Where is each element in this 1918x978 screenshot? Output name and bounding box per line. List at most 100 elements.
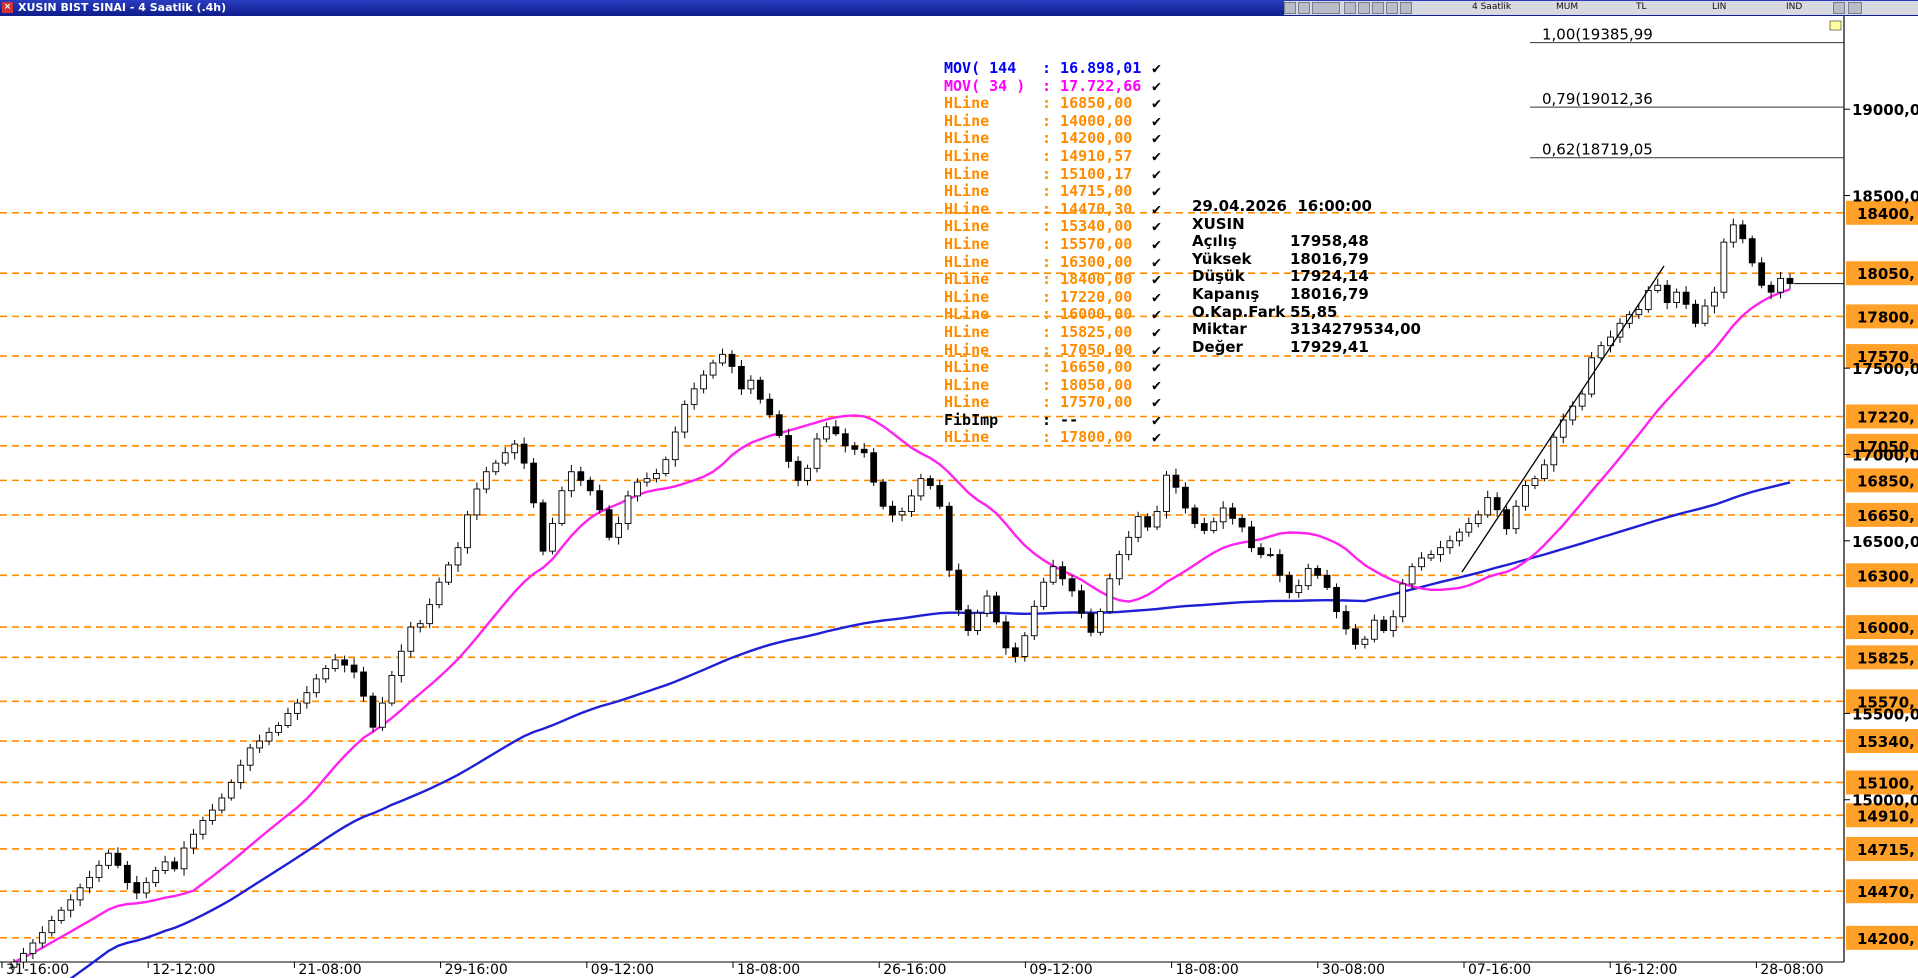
toolbar-favorite-icon[interactable] [1312, 2, 1340, 14]
legend-row[interactable]: HLine: 14000,00 ✔ [944, 111, 1162, 131]
candle-body-150 [1427, 554, 1435, 559]
candle-body-153 [1455, 531, 1463, 542]
candle-body-30 [294, 702, 301, 714]
legend-row[interactable]: HLine: 18050,00 ✔ [944, 375, 1162, 395]
legend-row[interactable]: HLine: 16300,00 ✔ [944, 252, 1162, 272]
info-row: Açılış 17958,48 [1192, 232, 1421, 251]
toolbar-window-icon[interactable] [1848, 2, 1862, 14]
price-chart[interactable]: 18400, 18050, 17800, 17570, 17220, 17050, 1685… [0, 16, 1918, 978]
candle-body-181 [1720, 241, 1728, 293]
legend-row[interactable]: HLine: 18400,00 ✔ [944, 270, 1162, 289]
fib-label-0: 1,00(19385,99 [1542, 26, 1653, 44]
legend-row[interactable]: HLine: 14715,00 ✔ [944, 182, 1162, 201]
info-row: Düşük 17924,14 [1192, 268, 1421, 286]
candle-body-19 [190, 833, 197, 849]
info-value: 18016,79 [1290, 284, 1369, 303]
candle-body-60 [577, 471, 585, 481]
close-icon[interactable]: × [2, 2, 13, 13]
legend-check-icon[interactable]: ✔ [1152, 129, 1162, 148]
legend-row[interactable]: MOV( 144: 16.898,01 ✔ [944, 59, 1162, 78]
candle-body-101 [964, 609, 972, 632]
legend-row[interactable]: HLine: 17220,00 ✔ [944, 287, 1162, 307]
candle-body-129 [1229, 507, 1237, 519]
legend-check-icon[interactable]: ✔ [1152, 182, 1162, 201]
currency-selector[interactable]: TL [1636, 2, 1647, 12]
legend-row[interactable]: HLine: 15825,00 ✔ [944, 322, 1162, 342]
toolbar-color-icon[interactable] [1386, 2, 1398, 14]
legend-row[interactable]: HLine: 17800,00 ✔ [944, 429, 1161, 447]
legend-check-icon[interactable]: ✔ [1152, 252, 1162, 271]
legend-row[interactable]: HLine: 16000,00 ✔ [944, 306, 1161, 324]
legend-check-icon[interactable]: ✔ [1152, 428, 1162, 447]
legend-row[interactable]: HLine: 15100,17 ✔ [944, 164, 1162, 184]
legend-indicator-value: : 14715,00 [1042, 182, 1133, 201]
legend-indicator-value: : 17800,00 [1042, 428, 1133, 447]
scale-selector[interactable]: LIN [1712, 2, 1727, 12]
mode-selector[interactable]: IND [1786, 2, 1803, 12]
candle-body-187 [1777, 277, 1784, 293]
toolbar-pen-icon[interactable] [1372, 2, 1384, 14]
candle-body-28 [275, 725, 282, 733]
legend-row[interactable]: HLine: 15570,00 ✔ [944, 234, 1162, 254]
fibonacci-marker [1829, 20, 1842, 31]
legend-check-icon[interactable]: ✔ [1152, 76, 1162, 95]
y-tick-label-0: 19000,0 [1852, 101, 1918, 119]
legend-check-icon[interactable]: ✔ [1152, 94, 1162, 113]
legend-row[interactable]: HLine: 14200,00 ✔ [944, 130, 1161, 148]
legend-check-icon[interactable]: ✔ [1152, 59, 1162, 77]
hline-price-label-11: 15570, [1857, 693, 1915, 711]
legend-row[interactable]: HLine: 17570,00 ✔ [944, 393, 1162, 412]
legend-check-icon[interactable]: ✔ [1152, 393, 1162, 412]
legend-row[interactable]: HLine: 14910,57 ✔ [944, 146, 1162, 166]
legend-check-icon[interactable]: ✔ [1152, 217, 1162, 236]
legend-check-icon[interactable]: ✔ [1152, 375, 1162, 394]
info-row: Kapanış 18016,79 [1192, 284, 1421, 304]
legend-check-icon[interactable]: ✔ [1152, 270, 1162, 289]
legend-row[interactable]: HLine: 16850,00 ✔ [944, 94, 1162, 113]
legend-check-icon[interactable]: ✔ [1152, 146, 1162, 165]
candle-body-99 [945, 505, 953, 571]
legend-check-icon[interactable]: ✔ [1152, 322, 1162, 341]
info-label: Açılış [1192, 232, 1237, 251]
info-row: Miktar 3134279534,00 [1192, 320, 1421, 339]
y-tick-label-4: 16500,0 [1852, 533, 1918, 551]
legend-check-icon[interactable]: ✔ [1152, 234, 1162, 253]
legend-check-icon[interactable]: ✔ [1152, 199, 1162, 218]
legend-row[interactable]: HLine: 16650,00 ✔ [944, 358, 1162, 377]
fib-marker-icon[interactable] [1829, 20, 1842, 31]
legend-check-icon[interactable]: ✔ [1152, 164, 1162, 183]
legend-check-icon[interactable]: ✔ [1152, 305, 1162, 324]
legend-check-icon[interactable]: ✔ [1152, 410, 1162, 429]
legend-check-icon[interactable]: ✔ [1152, 358, 1162, 377]
fib-label-2: 0,62(18719,05 [1542, 141, 1653, 159]
toolbar-draw-icon[interactable] [1298, 2, 1310, 14]
candle-body-64 [615, 523, 622, 538]
legend-check-icon[interactable]: ✔ [1152, 111, 1162, 130]
candle-body-27 [265, 731, 273, 742]
toolbar-chart-icon[interactable] [1284, 2, 1296, 14]
toolbar-settings-icon[interactable] [1833, 2, 1845, 14]
toolbar-grid-icon[interactable] [1358, 2, 1370, 14]
chart-style-selector[interactable]: MUM [1556, 2, 1579, 12]
legend-row[interactable]: HLine: 14470,30 ✔ [944, 199, 1162, 219]
candle-body-58 [558, 490, 566, 524]
legend-check-icon[interactable]: ✔ [1152, 287, 1162, 306]
legend-check-icon[interactable]: ✔ [1152, 340, 1162, 359]
candle-body-57 [549, 523, 556, 552]
toolbar-compare-icon[interactable] [1344, 2, 1356, 14]
legend-indicator-value: : 16300,00 [1042, 252, 1133, 271]
period-selector[interactable]: 4 Saatlik [1472, 2, 1512, 12]
legend-row[interactable]: MOV( 34 ): 17.722,66 ✔ [944, 76, 1162, 96]
legend-row[interactable]: HLine: 15340,00 ✔ [944, 218, 1161, 236]
legend-indicator-value: : 15825,00 [1042, 322, 1133, 341]
candle-body-40 [388, 674, 396, 704]
candle-body-71 [681, 403, 689, 433]
toolbar-tools-icon[interactable] [1400, 2, 1412, 14]
legend-indicator-name: HLine [944, 217, 990, 236]
legend-indicator-value: : 14200,00 [1042, 129, 1133, 148]
candle-body-67 [643, 478, 651, 483]
legend-indicator-name: FibImp [944, 410, 999, 429]
y-tick-label-6: 15000,0 [1852, 792, 1918, 810]
legend-row[interactable]: FibImp: -- ✔ [944, 410, 1162, 430]
legend-row[interactable]: HLine: 17050,00 ✔ [944, 340, 1162, 360]
